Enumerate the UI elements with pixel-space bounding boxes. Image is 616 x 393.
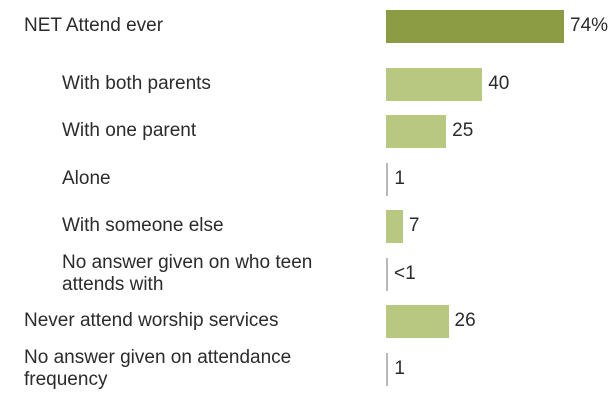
category-label-line: frequency <box>24 369 108 390</box>
bar <box>386 67 483 101</box>
category-label-line: With one parent <box>62 120 197 141</box>
bar <box>386 114 447 148</box>
baseline-tick <box>386 257 388 291</box>
category-label: With both parents <box>62 73 211 95</box>
bar <box>386 304 449 338</box>
category-label: No answer given on who teen attends with <box>62 252 312 296</box>
category-label-line: Alone <box>62 168 111 189</box>
category-label: With one parent <box>62 120 196 142</box>
category-label-line: No answer given on who teen <box>62 252 313 273</box>
category-label-line: No answer given on attendance <box>24 347 292 368</box>
baseline-tick <box>386 162 388 196</box>
data-label: 1 <box>394 168 405 189</box>
category-label-line: Never attend worship services <box>24 310 279 331</box>
category-label: With someone else <box>62 215 224 237</box>
category-label: No answer given on attendance frequency <box>24 347 291 391</box>
category-label-line: NET Attend ever <box>24 15 164 36</box>
category-label-line: With both parents <box>62 73 211 94</box>
data-label: 1 <box>394 358 405 379</box>
baseline-tick <box>386 352 388 386</box>
category-label: NET Attend ever <box>24 15 163 37</box>
category-label-line: With someone else <box>62 215 224 236</box>
data-label: 40 <box>488 73 510 94</box>
category-label: Never attend worship services <box>24 310 279 332</box>
bar <box>386 209 403 243</box>
data-label: 25 <box>452 120 474 141</box>
category-label-line: attends with <box>62 274 164 295</box>
data-label: <1 <box>394 263 416 284</box>
category-label: Alone <box>62 168 111 190</box>
data-label: 7 <box>408 215 420 236</box>
bar <box>386 9 564 43</box>
data-label: 26 <box>454 310 476 331</box>
data-label: 74% <box>570 15 609 36</box>
